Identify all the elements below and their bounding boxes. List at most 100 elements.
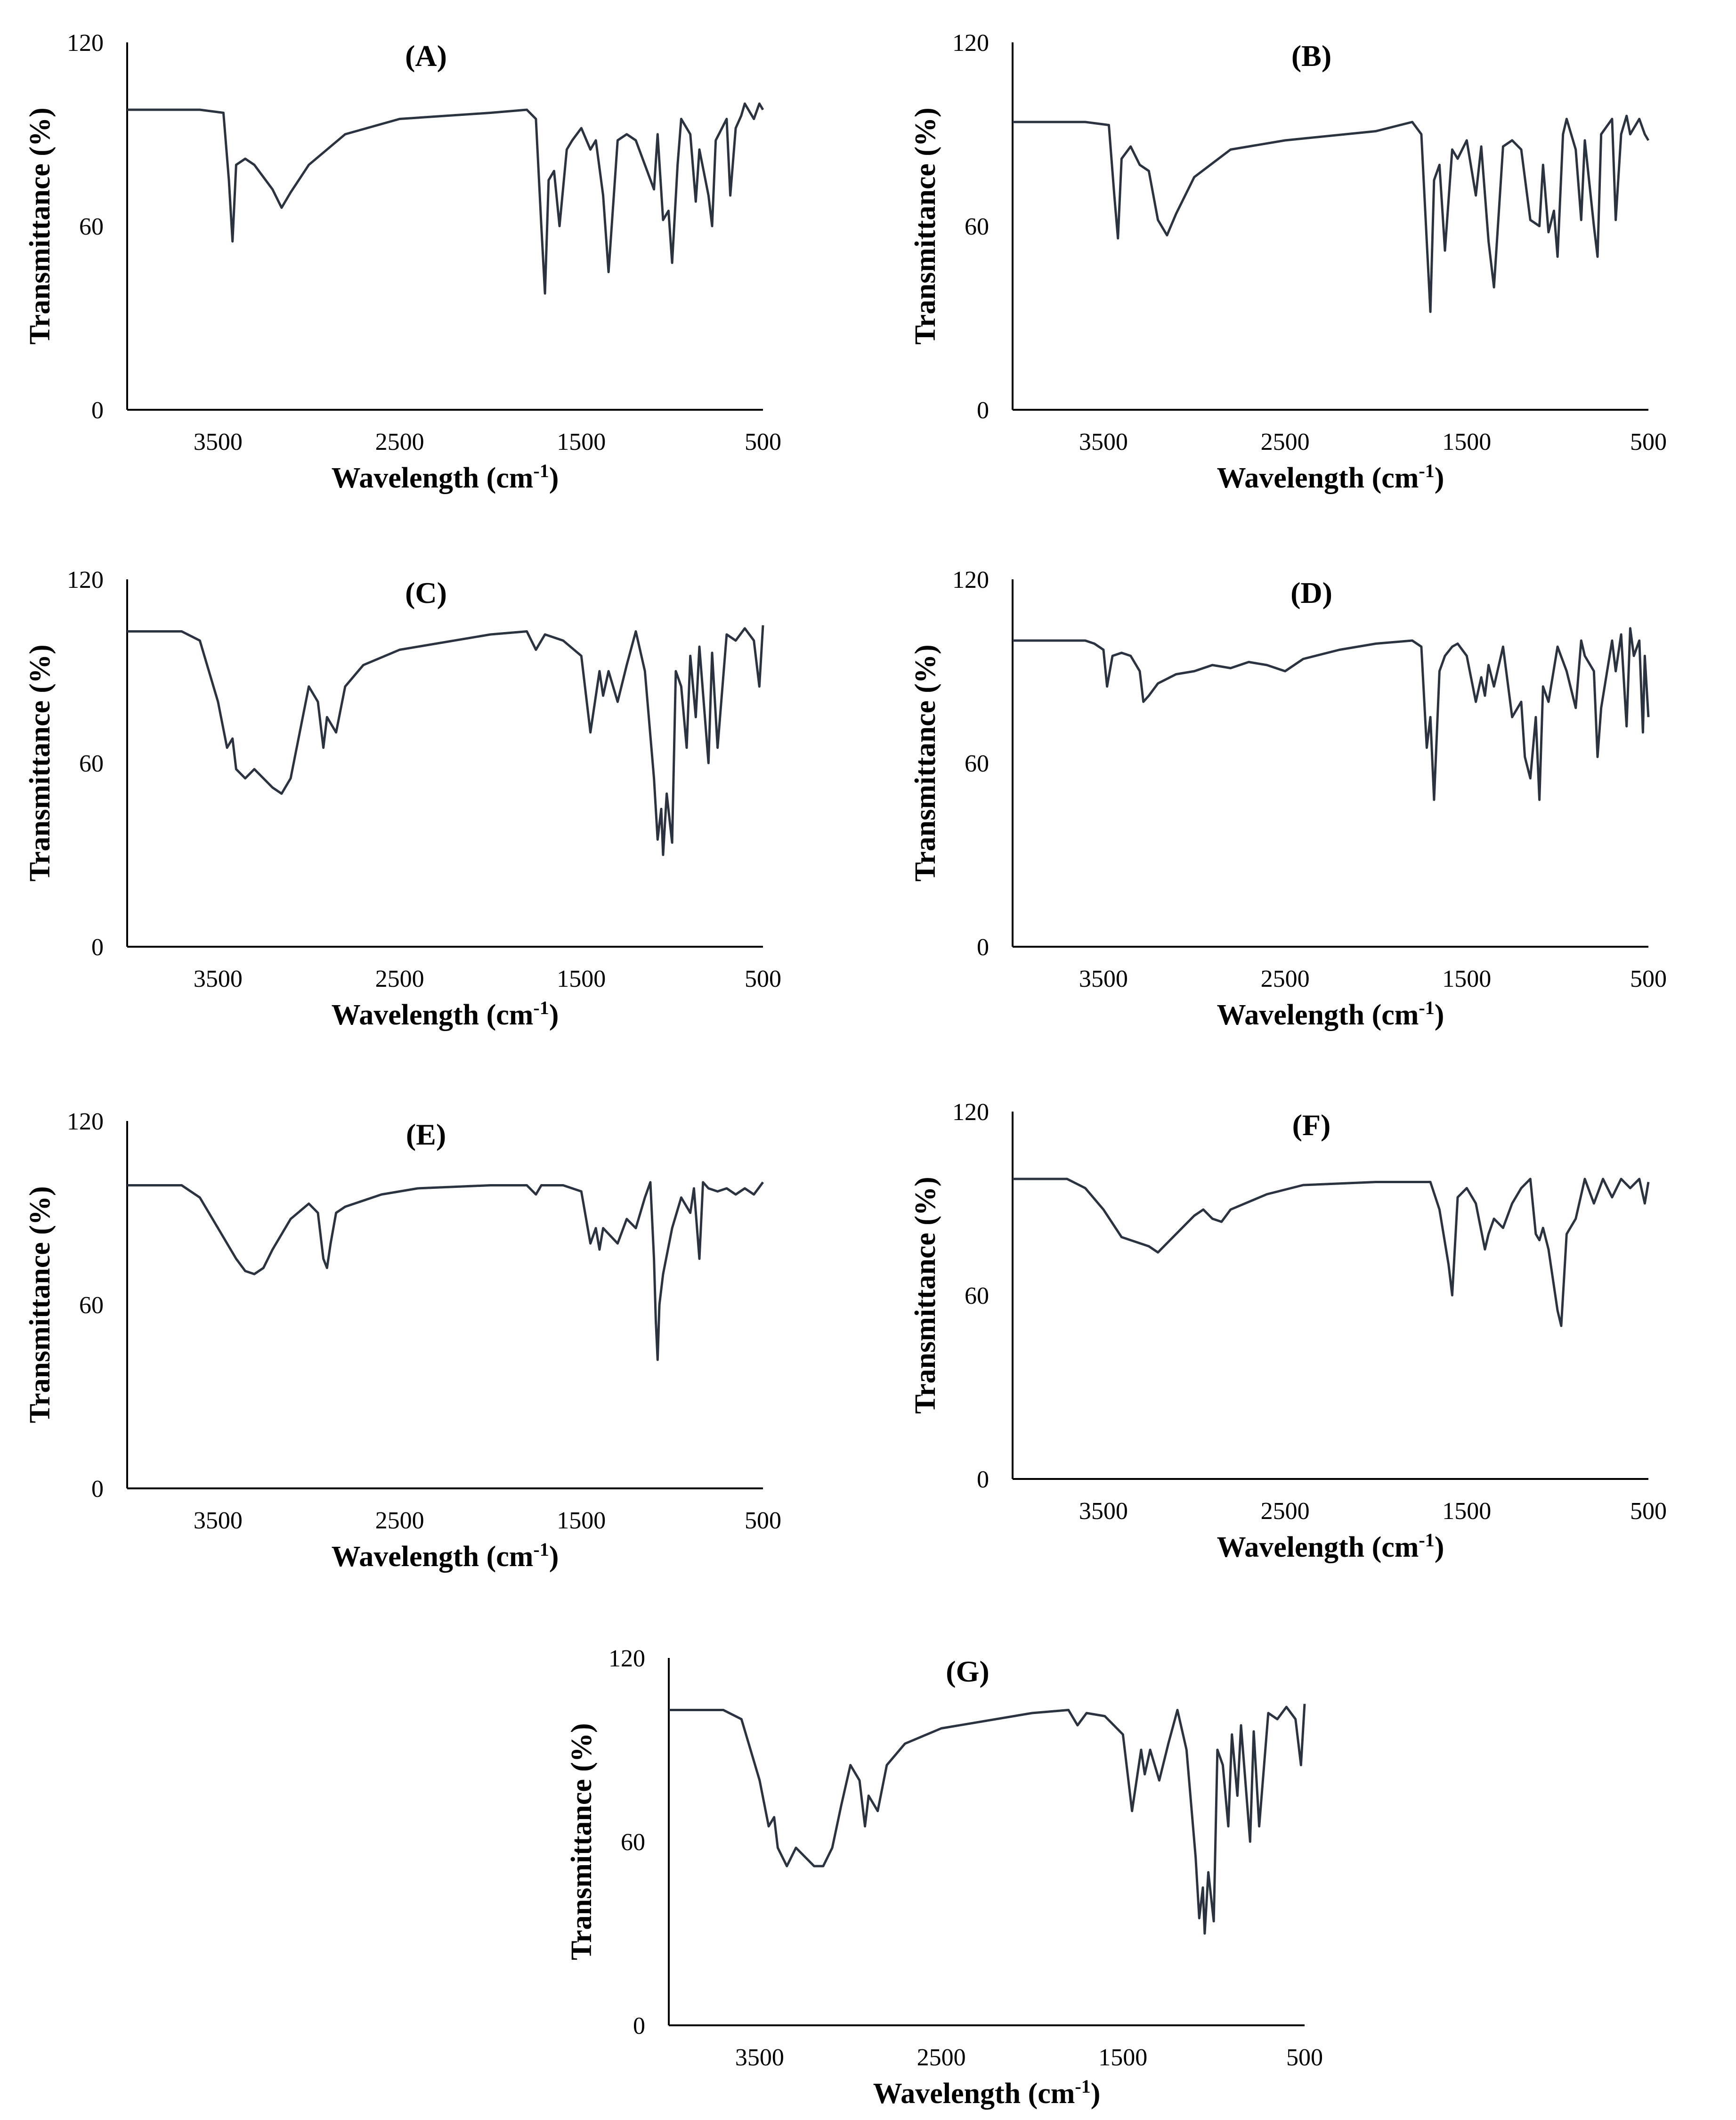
x-tick-label: 500: [1630, 429, 1667, 455]
x-axis-label: Wavelength (cm-1): [332, 460, 559, 495]
x-tick-label: 1500: [557, 1507, 606, 1534]
y-tick-label: 60: [79, 750, 104, 777]
y-tick-label: 0: [977, 1466, 989, 1493]
x-tick-label: 500: [1630, 1498, 1667, 1525]
x-tick-label: 1500: [1442, 1498, 1491, 1525]
spectrum-line: [1013, 627, 1650, 801]
x-axis-label: Wavelength (cm-1): [1217, 997, 1444, 1032]
y-tick-label: 120: [952, 1099, 989, 1126]
x-tick-label: 500: [1286, 2044, 1323, 2071]
spectrum-line: [669, 1704, 1306, 1935]
y-axis-label: Transmittance (%): [909, 644, 941, 881]
x-tick-label: 3500: [194, 966, 243, 992]
spectrum-line: [127, 1181, 764, 1361]
panel-title: (B): [1291, 39, 1331, 73]
x-axis-label: Wavelength (cm-1): [1217, 1529, 1444, 1564]
x-tick-label: 2500: [375, 1507, 424, 1534]
y-tick-label: 120: [67, 567, 104, 593]
spectrum-line: [1013, 114, 1650, 313]
y-tick-label: 0: [91, 934, 104, 961]
x-axis-label-text: Wavelength (cm: [1217, 462, 1419, 494]
x-tick-label: 3500: [194, 429, 243, 455]
x-axis-label-sup: -1: [533, 997, 549, 1018]
y-tick-label: 0: [977, 397, 989, 424]
x-axis-label-sup: -1: [1419, 997, 1434, 1018]
x-axis-label-text: Wavelength (cm: [1217, 1531, 1419, 1563]
chart-panel-3: 0 60 120 3500 2500 1500 500 (D) Wavelength (cm-1…: [909, 567, 1667, 1031]
y-tick-label: 60: [965, 1283, 989, 1309]
y-tick-label: 120: [952, 567, 989, 593]
x-axis-label-sup: -1: [533, 1539, 549, 1560]
y-tick-label: 120: [952, 30, 989, 57]
y-tick-label: 120: [67, 1108, 104, 1135]
y-tick-label: 60: [79, 1292, 104, 1319]
y-tick-label: 60: [965, 213, 989, 240]
x-tick-label: 1500: [1098, 2044, 1147, 2071]
panel-title: (C): [405, 576, 447, 609]
x-tick-label: 1500: [557, 966, 606, 992]
spectrum-line: [1013, 1178, 1650, 1327]
spectrum-line: [127, 625, 764, 856]
x-axis-label-close: ): [1435, 462, 1444, 494]
x-axis-label-sup: -1: [533, 460, 549, 481]
x-axis-label-close: ): [1091, 2078, 1101, 2110]
y-tick-label: 0: [91, 1476, 104, 1503]
x-tick-label: 3500: [194, 1507, 243, 1534]
x-tick-label: 3500: [735, 2044, 784, 2071]
x-axis-label-close: ): [549, 999, 559, 1031]
chart-panel-4: 0 60 120 3500 2500 1500 500 (E) Wavelength (cm-1…: [24, 1108, 781, 1573]
chart-panel-2: 0 60 120 3500 2500 1500 500 (C) Wavelength (cm-1…: [24, 567, 781, 1031]
panel-title: (D): [1290, 576, 1332, 609]
x-axis-label-close: ): [1435, 1531, 1444, 1563]
spectrum-line: [127, 102, 764, 295]
x-axis-label-text: Wavelength (cm: [873, 2078, 1075, 2110]
x-tick-label: 2500: [917, 2044, 966, 2071]
x-axis-label-text: Wavelength (cm: [1217, 999, 1419, 1031]
x-tick-label: 2500: [1261, 1498, 1310, 1525]
y-axis-label: Transmittance (%): [24, 107, 56, 344]
chart-panel-6: 0 60 120 3500 2500 1500 500 (G) Wavelength (cm-1…: [566, 1645, 1323, 2110]
y-axis-label: Transmittance (%): [909, 107, 941, 344]
y-tick-label: 60: [965, 750, 989, 777]
y-axis-label: Transmittance (%): [24, 1186, 56, 1423]
x-axis-label-sup: -1: [1419, 1529, 1434, 1551]
y-tick-label: 120: [67, 30, 104, 57]
x-axis-label-text: Wavelength (cm: [332, 1541, 534, 1573]
x-tick-label: 2500: [375, 966, 424, 992]
panel-title: (G): [946, 1655, 989, 1688]
chart-panel-5: 0 60 120 3500 2500 1500 500 (F) Wavelength (cm-1…: [909, 1099, 1667, 1563]
y-tick-label: 120: [608, 1645, 645, 1672]
x-tick-label: 2500: [375, 429, 424, 455]
panel-title: (F): [1292, 1108, 1331, 1142]
x-tick-label: 3500: [1079, 966, 1128, 992]
x-axis-label: Wavelength (cm-1): [873, 2076, 1101, 2110]
x-axis-label: Wavelength (cm-1): [332, 1539, 559, 1573]
y-tick-label: 60: [621, 1829, 645, 1856]
x-tick-label: 500: [745, 966, 781, 992]
x-axis-label: Wavelength (cm-1): [1217, 460, 1444, 495]
x-axis-label-sup: -1: [1419, 460, 1434, 481]
x-tick-label: 500: [1630, 966, 1667, 992]
x-tick-label: 3500: [1079, 1498, 1128, 1525]
x-tick-label: 2500: [1261, 429, 1310, 455]
x-tick-label: 3500: [1079, 429, 1128, 455]
y-tick-label: 0: [633, 2013, 645, 2039]
y-axis-label: Transmittance (%): [566, 1723, 598, 1960]
x-tick-label: 2500: [1261, 966, 1310, 992]
chart-panel-1: 0 60 120 3500 2500 1500 500 (B) Wavelength (cm-1…: [909, 30, 1667, 494]
x-tick-label: 500: [745, 1507, 781, 1534]
y-axis-label: Transmittance (%): [909, 1177, 941, 1413]
y-axis-label: Transmittance (%): [24, 644, 56, 881]
x-tick-label: 500: [745, 429, 781, 455]
x-axis-label: Wavelength (cm-1): [332, 997, 559, 1032]
x-axis-label-text: Wavelength (cm: [332, 462, 534, 494]
x-tick-label: 1500: [1442, 966, 1491, 992]
y-tick-label: 60: [79, 213, 104, 240]
x-axis-label-close: ): [549, 462, 559, 494]
x-axis-label-sup: -1: [1075, 2076, 1090, 2097]
y-tick-label: 0: [91, 397, 104, 424]
x-axis-label-close: ): [549, 1541, 559, 1573]
x-axis-label-close: ): [1435, 999, 1444, 1031]
